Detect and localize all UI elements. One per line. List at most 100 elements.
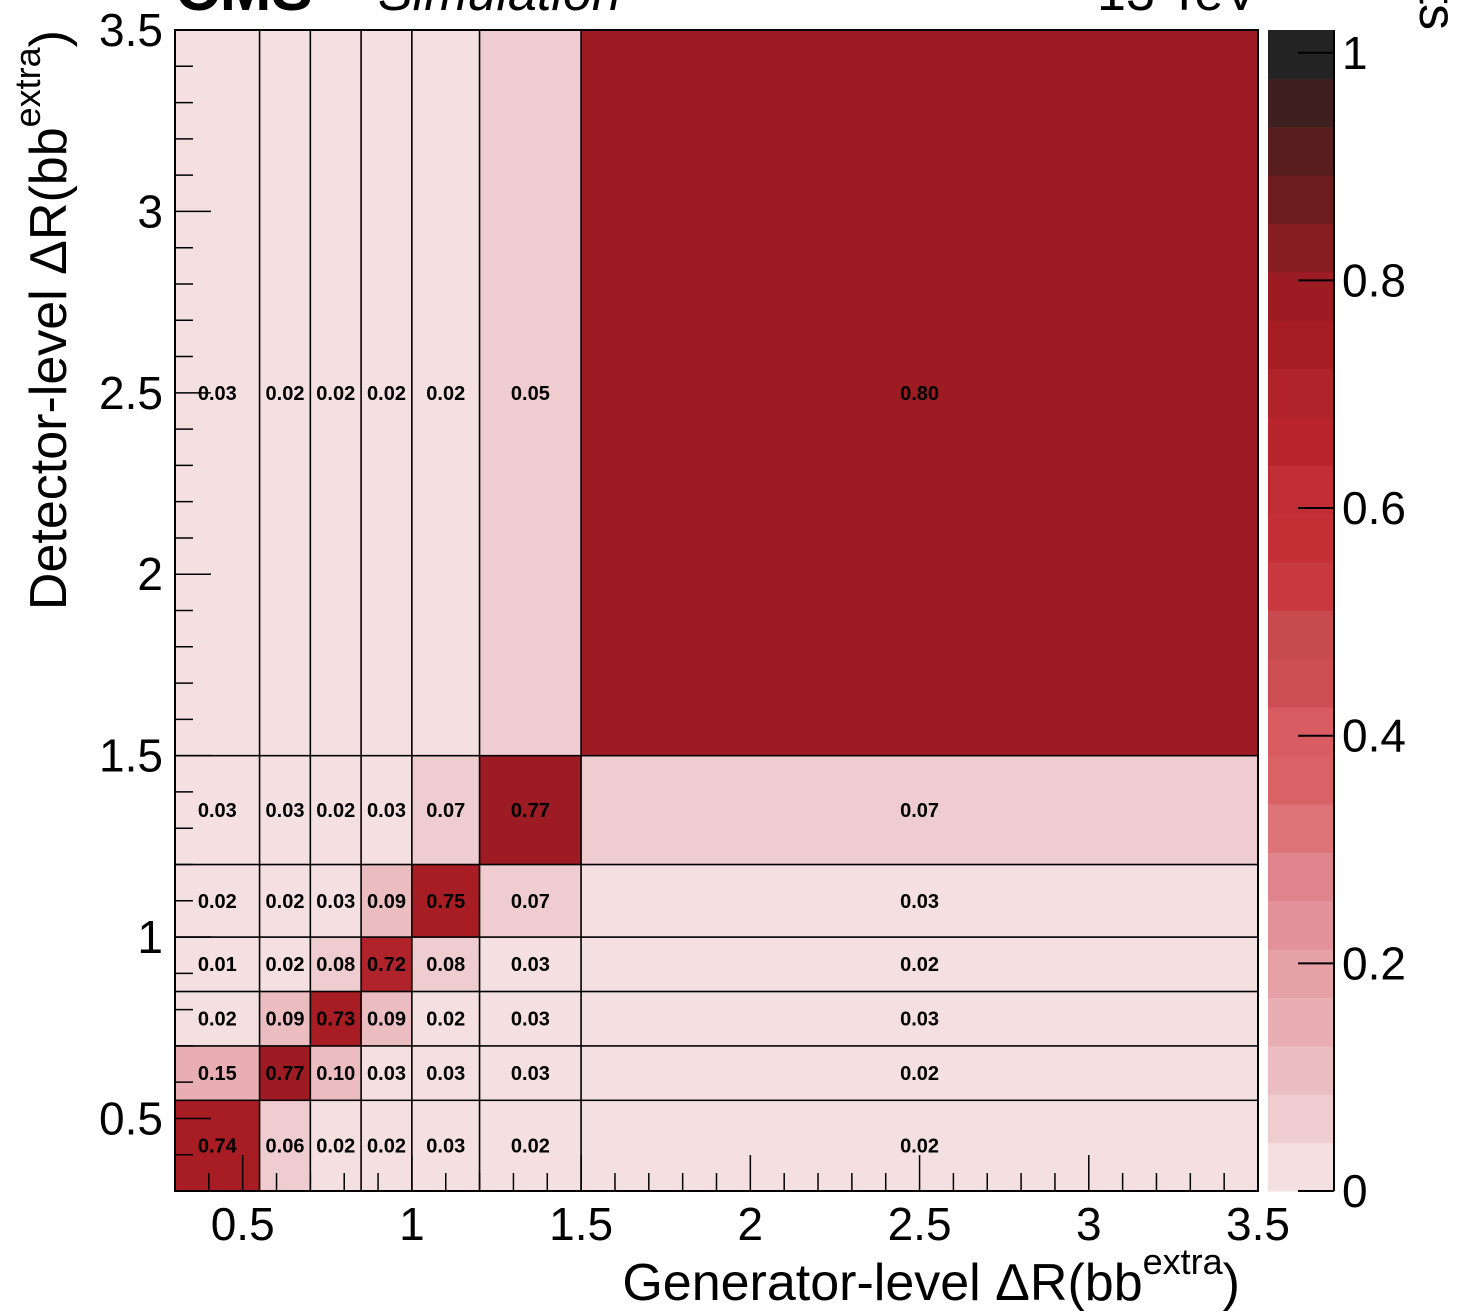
cell-value-label: 0.02 bbox=[900, 1063, 939, 1085]
cell-value-label: 0.02 bbox=[198, 1009, 237, 1031]
cell-value-label: 0.03 bbox=[900, 891, 939, 913]
y-tick-label: 2 bbox=[137, 548, 163, 600]
colorbar-swatch bbox=[1268, 271, 1334, 321]
heatmap-cell bbox=[478, 863, 582, 938]
cell-value-label: 0.03 bbox=[426, 1063, 465, 1085]
cell-value-label: 0.02 bbox=[367, 1136, 406, 1158]
cell-value-label: 0.02 bbox=[316, 800, 355, 822]
x-axis-title-main: Generator-level ΔR(bb bbox=[622, 1254, 1142, 1312]
colorbar-tick-label: 0.4 bbox=[1342, 710, 1406, 762]
x-tick-label: 0.5 bbox=[211, 1198, 275, 1250]
y-tick-label: 3.5 bbox=[99, 4, 163, 56]
cell-value-label: 0.03 bbox=[900, 1009, 939, 1031]
cell-value-label: 0.08 bbox=[426, 954, 465, 976]
colorbar-swatch bbox=[1268, 755, 1334, 805]
colorbar-swatch bbox=[1268, 465, 1334, 515]
heatmap-cell bbox=[580, 863, 1259, 938]
heatmap-cell bbox=[580, 936, 1259, 993]
colorbar-swatch bbox=[1268, 320, 1334, 370]
x-axis-title-sup: extra bbox=[1143, 1241, 1224, 1282]
heatmap-cell bbox=[411, 1045, 481, 1102]
colorbar-swatch bbox=[1268, 900, 1334, 950]
cell-value-label: 0.77 bbox=[511, 800, 550, 822]
cell-value-label: 0.07 bbox=[426, 800, 465, 822]
heatmap-cell bbox=[360, 29, 413, 757]
cell-value-label: 0.05 bbox=[511, 383, 550, 405]
y-axis-title-sup: extra bbox=[7, 46, 48, 127]
cell-value-label: 0.03 bbox=[426, 1136, 465, 1158]
cell-value-label: 0.02 bbox=[426, 1009, 465, 1031]
x-tick-label: 2 bbox=[738, 1198, 764, 1250]
colorbar-tick-label: 0.8 bbox=[1342, 254, 1406, 306]
cell-value-label: 0.09 bbox=[367, 1009, 406, 1031]
heatmap-cell bbox=[258, 936, 312, 993]
x-tick-label: 1 bbox=[399, 1198, 425, 1250]
colorbar-swatch bbox=[1268, 804, 1334, 853]
x-tick-label: 1.5 bbox=[549, 1198, 613, 1250]
cell-value-label: 0.02 bbox=[198, 891, 237, 913]
heatmap-cell bbox=[258, 1099, 312, 1192]
cell-value-label: 0.02 bbox=[426, 383, 465, 405]
cell-value-label: 0.03 bbox=[198, 800, 237, 822]
heatmap-cell bbox=[360, 936, 413, 993]
cell-value-label: 0.07 bbox=[511, 891, 550, 913]
x-axis-title: Generator-level ΔR(bbextra) bbox=[622, 1241, 1240, 1312]
y-tick-label: 3 bbox=[137, 185, 163, 237]
y-tick-label: 1.5 bbox=[99, 730, 163, 782]
heatmap-cell bbox=[580, 29, 1259, 757]
y-axis: 0.5 1 1.5 2 2.5 3 3.5 bbox=[99, 4, 211, 1192]
heatmap-cell bbox=[580, 754, 1259, 866]
colorbar-swatch bbox=[1268, 1045, 1334, 1095]
heatmap-cell bbox=[478, 990, 582, 1047]
heatmap-cell bbox=[309, 29, 362, 757]
heatmap-cells bbox=[174, 29, 1259, 1192]
colorbar-swatch bbox=[1268, 417, 1334, 466]
cell-value-label: 0.02 bbox=[266, 954, 305, 976]
colorbar-swatch bbox=[1268, 1094, 1334, 1144]
x-tick-label: 3 bbox=[1076, 1198, 1102, 1250]
cell-value-label: 0.02 bbox=[900, 1136, 939, 1158]
cell-value-label: 0.03 bbox=[367, 1063, 406, 1085]
cell-value-label: 0.77 bbox=[266, 1063, 305, 1085]
x-tick-label: 3.5 bbox=[1226, 1198, 1290, 1250]
cell-value-label: 0.03 bbox=[511, 1063, 550, 1085]
y-axis-title-close: ) bbox=[20, 30, 78, 47]
colorbar-title: Fraction of generator-level events bbox=[1408, 0, 1462, 30]
y-tick-label: 0.5 bbox=[99, 1092, 163, 1144]
cell-value-label: 0.03 bbox=[316, 891, 355, 913]
colorbar-swatch bbox=[1268, 513, 1334, 563]
colorbar-swatch bbox=[1268, 707, 1334, 757]
cell-value-label: 0.02 bbox=[266, 383, 305, 405]
heatmap-cell bbox=[174, 754, 261, 866]
colorbar-swatch bbox=[1268, 175, 1334, 224]
x-axis: 0.5 1 1.5 2 2.5 3 3.5 bbox=[174, 1155, 1290, 1250]
cell-value-label: 0.74 bbox=[198, 1136, 238, 1158]
cell-value-label: 0.02 bbox=[511, 1136, 550, 1158]
cell-value-label: 0.01 bbox=[198, 954, 237, 976]
colorbar-swatch bbox=[1268, 997, 1334, 1047]
cell-value-label: 0.80 bbox=[900, 383, 939, 405]
heatmap-cell bbox=[478, 754, 582, 866]
cell-value-label: 0.08 bbox=[316, 954, 355, 976]
colorbar-swatch bbox=[1268, 30, 1334, 79]
heatmap-cell bbox=[411, 754, 481, 866]
colorbar-swatch bbox=[1268, 852, 1334, 902]
heatmap-cell bbox=[580, 990, 1259, 1047]
colorbar-tick-label: 0.2 bbox=[1342, 937, 1406, 989]
x-tick-label: 2.5 bbox=[888, 1198, 952, 1250]
heatmap-cell bbox=[478, 1099, 582, 1192]
cell-value-label: 0.75 bbox=[426, 891, 465, 913]
cell-value-label: 0.09 bbox=[367, 891, 406, 913]
cell-value-label: 0.02 bbox=[316, 1136, 355, 1158]
cell-value-label: 0.15 bbox=[198, 1063, 237, 1085]
colorbar-tick-label: 1 bbox=[1342, 27, 1368, 79]
heatmap-cell bbox=[411, 990, 481, 1047]
heatmap-cell bbox=[309, 754, 362, 866]
colorbar-swatch bbox=[1268, 562, 1334, 611]
cell-value-label: 0.02 bbox=[367, 383, 406, 405]
y-axis-title: Detector-level ΔR(bbextra) bbox=[7, 30, 78, 610]
heatmap-cell bbox=[174, 1099, 261, 1192]
y-tick-label: 1 bbox=[137, 911, 163, 963]
colorbar-swatch bbox=[1268, 223, 1334, 273]
